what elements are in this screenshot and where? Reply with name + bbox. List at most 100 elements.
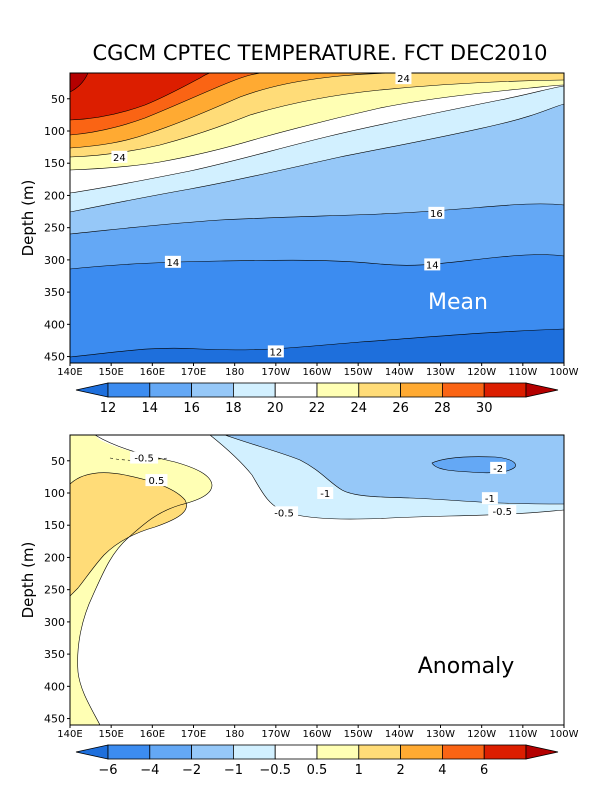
x-tick-label: 150W: [344, 729, 373, 740]
chart-title: CGCM CPTEC TEMPERATURE. FCT DEC2010: [93, 41, 548, 65]
contour-label: 16: [430, 209, 443, 220]
colorbar-swatch: [149, 744, 193, 760]
y-tick-label: 200: [44, 189, 65, 202]
fill-pos-1-2: [70, 472, 187, 596]
contour-label-bg: [145, 474, 168, 487]
contour-label-bg: [317, 487, 334, 499]
x-tick-label: 150E: [98, 367, 123, 378]
contour-label-bg: [428, 206, 445, 219]
colorbar-right-arrow: [525, 744, 559, 760]
anomaly-panel: -0.5 0.5 -1 -0.5 -2 -1 -0.5 140E 150E 160E 170E 18…: [19, 434, 579, 778]
x-tick-label: 160E: [140, 729, 165, 740]
y-tick-label: 100: [44, 125, 65, 138]
x-tick-label: 130W: [426, 367, 455, 378]
colorbar-right-arrow: [525, 382, 559, 398]
contour-label-bg: [164, 255, 181, 268]
contour-label-bg: [488, 505, 517, 518]
y-tick-label: 250: [44, 222, 65, 235]
contour-label: -1: [485, 494, 495, 505]
contour-label-bg: [424, 258, 441, 271]
contour-label-bg: [490, 461, 507, 474]
contour-label: 24: [113, 153, 126, 164]
colorbar-label: −0.5: [259, 763, 291, 778]
colorbar-label: −2: [182, 763, 201, 778]
contour-label: -2: [493, 464, 503, 475]
contour-label: 0.5: [148, 476, 164, 487]
fill-neg-1-inner: [225, 435, 564, 504]
mean-panel: 24 24 16 14 14 12 140E 150E 160E 170E 180 170W 160W…: [19, 72, 579, 416]
colorbar-label: 24: [351, 401, 368, 416]
contour-label: 14: [167, 258, 180, 269]
mean-y-axis: 50 100 150 200 250 300 350 400 450: [44, 93, 70, 364]
colorbar-label: 20: [267, 401, 284, 416]
x-tick-label: 140E: [57, 729, 82, 740]
fill-30-above: [70, 73, 212, 120]
colorbar-swatch: [358, 382, 401, 398]
anomaly-y-axis-label: Depth (m): [19, 542, 37, 619]
colorbar-left-arrow: [75, 382, 109, 398]
x-tick-label: 180: [225, 367, 244, 378]
colorbar-label: 16: [183, 401, 200, 416]
y-tick-label: 350: [44, 286, 65, 299]
colorbar-swatch: [483, 744, 527, 760]
contour-label: 14: [426, 260, 439, 271]
colorbar-left-arrow: [75, 744, 109, 760]
colorbar-swatch: [107, 744, 151, 760]
colorbar-swatch: [232, 382, 276, 398]
mean-panel-label: Mean: [428, 290, 488, 315]
colorbar-label: −6: [98, 763, 117, 778]
y-tick-label: 450: [44, 713, 65, 726]
x-tick-label: 140E: [57, 367, 82, 378]
x-tick-label: 160E: [140, 367, 165, 378]
x-tick-label: 140W: [385, 729, 414, 740]
y-tick-label: 450: [44, 351, 65, 364]
y-tick-label: 300: [44, 616, 65, 629]
contour-label: -0.5: [492, 507, 512, 518]
x-tick-label: 140W: [385, 367, 414, 378]
x-tick-label: 100W: [550, 729, 579, 740]
x-tick-label: 100W: [550, 367, 579, 378]
y-tick-label: 400: [44, 680, 65, 693]
mean-x-axis: 140E 150E 160E 170E 180 170W 160W 150W 140W 130W 1…: [57, 363, 579, 378]
mean-y-axis-label: Depth (m): [19, 180, 37, 257]
colorbar-label: 4: [438, 763, 446, 778]
contour-label-bg: [130, 451, 159, 464]
colorbar-swatch: [358, 744, 401, 760]
colorbar-label: 22: [309, 401, 326, 416]
anomaly-contour-fills: [70, 435, 564, 725]
contour-label-bg: [267, 345, 284, 358]
contour-label-bg: [395, 72, 412, 85]
y-tick-label: 150: [44, 519, 65, 532]
contour-label: -0.5: [134, 454, 154, 465]
colorbar-swatch: [274, 382, 318, 398]
colorbar-label: 0.5: [307, 763, 328, 778]
x-tick-label: 170W: [261, 729, 290, 740]
x-tick-label: 110W: [508, 729, 537, 740]
y-tick-label: 200: [44, 551, 65, 564]
colorbar-swatch: [274, 744, 318, 760]
colorbar-label: −4: [140, 763, 159, 778]
mean-colorbar: 12 14 16 18 20 22 24 26 28 30: [75, 382, 559, 416]
y-tick-label: 350: [44, 648, 65, 661]
contour-label: -0.5: [274, 508, 294, 519]
mean-contour-labels: 24 24 16 14 14 12: [111, 72, 445, 358]
colorbar-swatch: [441, 744, 485, 760]
y-tick-label: 50: [51, 455, 65, 468]
contour-label: 24: [397, 74, 410, 85]
y-tick-label: 300: [44, 254, 65, 267]
colorbar-label: 6: [480, 763, 488, 778]
colorbar-swatch: [400, 744, 443, 760]
colorbar-swatch: [232, 744, 276, 760]
y-tick-label: 400: [44, 318, 65, 331]
colorbar-swatch: [191, 744, 234, 760]
x-tick-label: 120W: [467, 367, 496, 378]
fill-extreme: [70, 73, 88, 92]
colorbar-swatch: [149, 382, 193, 398]
colorbar-label: 28: [434, 401, 451, 416]
mean-contour-fills: [70, 73, 564, 363]
anomaly-colorbar: −6 −4 −2 −1 −0.5 0.5 1 2 4 6: [75, 744, 559, 778]
colorbar-swatch: [483, 382, 527, 398]
colorbar-label: 26: [392, 401, 409, 416]
colorbar-label: 18: [225, 401, 242, 416]
